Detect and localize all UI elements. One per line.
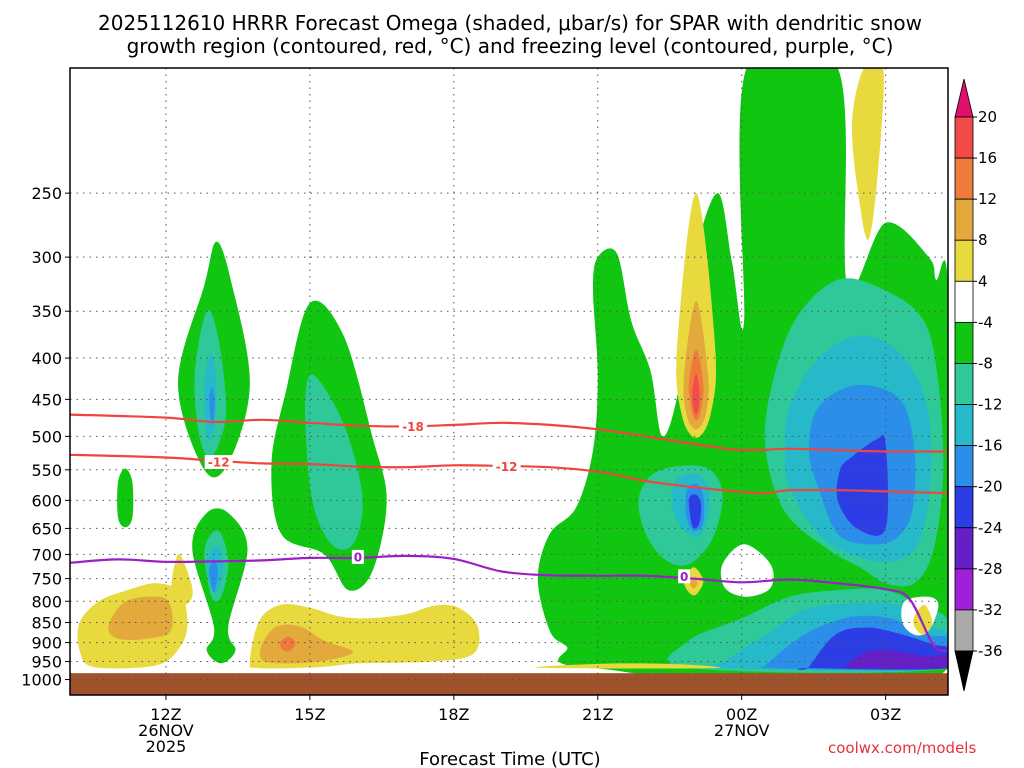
y-tick-label-250: 250: [31, 184, 62, 203]
colorbar-label-2: 12: [978, 190, 997, 208]
x-tick-label-12Z: 12Z: [150, 705, 181, 724]
x-date-label-26NOV: 26NOV: [138, 721, 194, 740]
contour-label-4: 0: [680, 570, 688, 584]
omega-region-orange-small-23Z: [689, 577, 698, 589]
colorbar-label-5: -4: [978, 313, 993, 331]
contour-label-1: -12: [208, 456, 230, 470]
omega-region-orange-low-14Z-15Z: [259, 624, 354, 664]
colorbar-label-10: -24: [978, 519, 1003, 537]
y-tick-label-450: 450: [31, 390, 62, 409]
colorbar-label-0: 20: [978, 108, 997, 126]
colorbar-bin-10: [954, 527, 974, 570]
colorbar-bin-5: [954, 321, 974, 364]
omega-region-yellow-sliver-21Z-23Z-ground: [534, 663, 721, 669]
omega-region-white-gap-00Z-mid: [720, 544, 774, 597]
colorbar-legend: 20 16 12 8 4 -4 -8 -12 -16 -20 -24 -28 -32 -36: [954, 78, 1003, 692]
omega-region-dark-orange-14Z: [279, 636, 296, 652]
colorbar-label-13: -36: [978, 642, 1003, 660]
colorbar-label-1: 16: [978, 149, 997, 167]
y-tick-label-600: 600: [31, 491, 62, 510]
ground-terrain: [70, 673, 948, 695]
omega-shading-layer: [77, 68, 948, 695]
contour-label-bg-2: [492, 459, 521, 474]
x-tick-label-15Z: 15Z: [294, 705, 325, 724]
omega-region-cyan-15Z-16Z: [305, 374, 363, 550]
colorbar-bin-6: [954, 363, 974, 405]
omega-region-green-11Z-small: [117, 468, 134, 528]
x-tick-label-00Z: 00Z: [726, 705, 757, 724]
omega-region-dark-blue-right: [836, 435, 889, 536]
credit-text: coolwx.com/models: [828, 739, 976, 757]
y-tick-label-950: 950: [31, 653, 62, 672]
y-tick-label-500: 500: [31, 427, 62, 446]
colorbar-bottom-arrow: [954, 650, 974, 692]
colorbar-top-arrow: [954, 78, 974, 118]
y-tick-label-350: 350: [31, 302, 62, 321]
colorbar-bin-1: [954, 157, 974, 200]
colorbar-bin-0: [954, 116, 974, 159]
contour-label-bg-0: [399, 419, 428, 434]
omega-region-blue-13Z-upper: [209, 387, 215, 426]
colorbar-label-3: 8: [978, 231, 988, 249]
plot-frame: [69, 67, 949, 696]
omega-region-yellow-4-8-wide-upper-jet: [851, 68, 884, 240]
colorbar-bin-3: [954, 239, 974, 282]
omega-region-orange-low-left: [108, 596, 173, 640]
chart-title-line-2: growth region (contoured, red, °C) and f…: [127, 34, 894, 58]
x-date-label-27NOV: 27NOV: [714, 721, 770, 740]
contour-isotherm--12: [70, 453, 948, 495]
y-tick-label-300: 300: [31, 248, 62, 267]
x-year-label: 2025: [146, 737, 187, 756]
colorbar-label-12: -32: [978, 601, 1003, 619]
colorbar-bin-7: [954, 404, 974, 447]
plot-area: -18 -12 -12 0 0: [69, 67, 949, 696]
colorbar-label-7: -12: [978, 396, 1003, 414]
colorbar-bin-2: [954, 198, 974, 241]
contour-label-0: -18: [402, 420, 424, 434]
colorbar-label-9: -20: [978, 478, 1003, 496]
contour-label-bg-4: [678, 569, 691, 584]
y-tick-label-800: 800: [31, 592, 62, 611]
y-tick-label-550: 550: [31, 461, 62, 480]
colorbar-bin-11: [954, 568, 974, 611]
colorbar-label-8: -16: [978, 437, 1003, 455]
colorbar-bin-9: [954, 486, 974, 529]
omega-region-red-23Z: [692, 373, 700, 415]
pressure-axis: 2503003504004505005506006507007508008509…: [21, 184, 70, 690]
x-tick-label-03Z: 03Z: [870, 705, 901, 724]
colorbar-bin-4: [954, 280, 974, 323]
y-tick-label-750: 750: [31, 570, 62, 589]
colorbar-bin-12: [954, 609, 974, 652]
x-axis-label: Forecast Time (UTC): [419, 749, 600, 768]
omega-region-yellow-12Z-narrow: [170, 554, 193, 606]
colorbar-bin-8: [954, 445, 974, 488]
colorbar-label-6: -8: [978, 354, 993, 372]
contour-freezing-level-0: [70, 554, 948, 652]
y-tick-label-400: 400: [31, 349, 62, 368]
x-tick-label-21Z: 21Z: [582, 705, 613, 724]
x-tick-label-18Z: 18Z: [438, 705, 469, 724]
chart-title-line-1: 2025112610 HRRR Forecast Omega (shaded, …: [98, 11, 922, 35]
y-tick-label-700: 700: [31, 545, 62, 564]
omega-region-blue-13Z-mid: [209, 559, 218, 593]
contour-isotherm--18: [70, 413, 948, 453]
contour-lines-layer: [70, 413, 948, 652]
contour-label-3: 0: [354, 550, 362, 564]
colorbar-label-11: -28: [978, 560, 1003, 578]
colorbar-label-4: 4: [978, 272, 988, 290]
omega-region-purple-low: [839, 649, 948, 670]
y-tick-label-900: 900: [31, 634, 62, 653]
y-tick-label-1000: 1000: [21, 671, 62, 690]
contour-labels-layer: -18 -12 -12 0 0: [204, 419, 691, 584]
contour-label-bg-3: [351, 549, 364, 564]
y-tick-label-650: 650: [31, 519, 62, 538]
contour-label-2: -12: [496, 460, 518, 474]
grid-lines: [70, 68, 948, 695]
y-tick-label-850: 850: [31, 614, 62, 633]
contour-label-bg-1: [204, 455, 233, 470]
omega-region-dark-blue-23Z: [688, 494, 702, 529]
